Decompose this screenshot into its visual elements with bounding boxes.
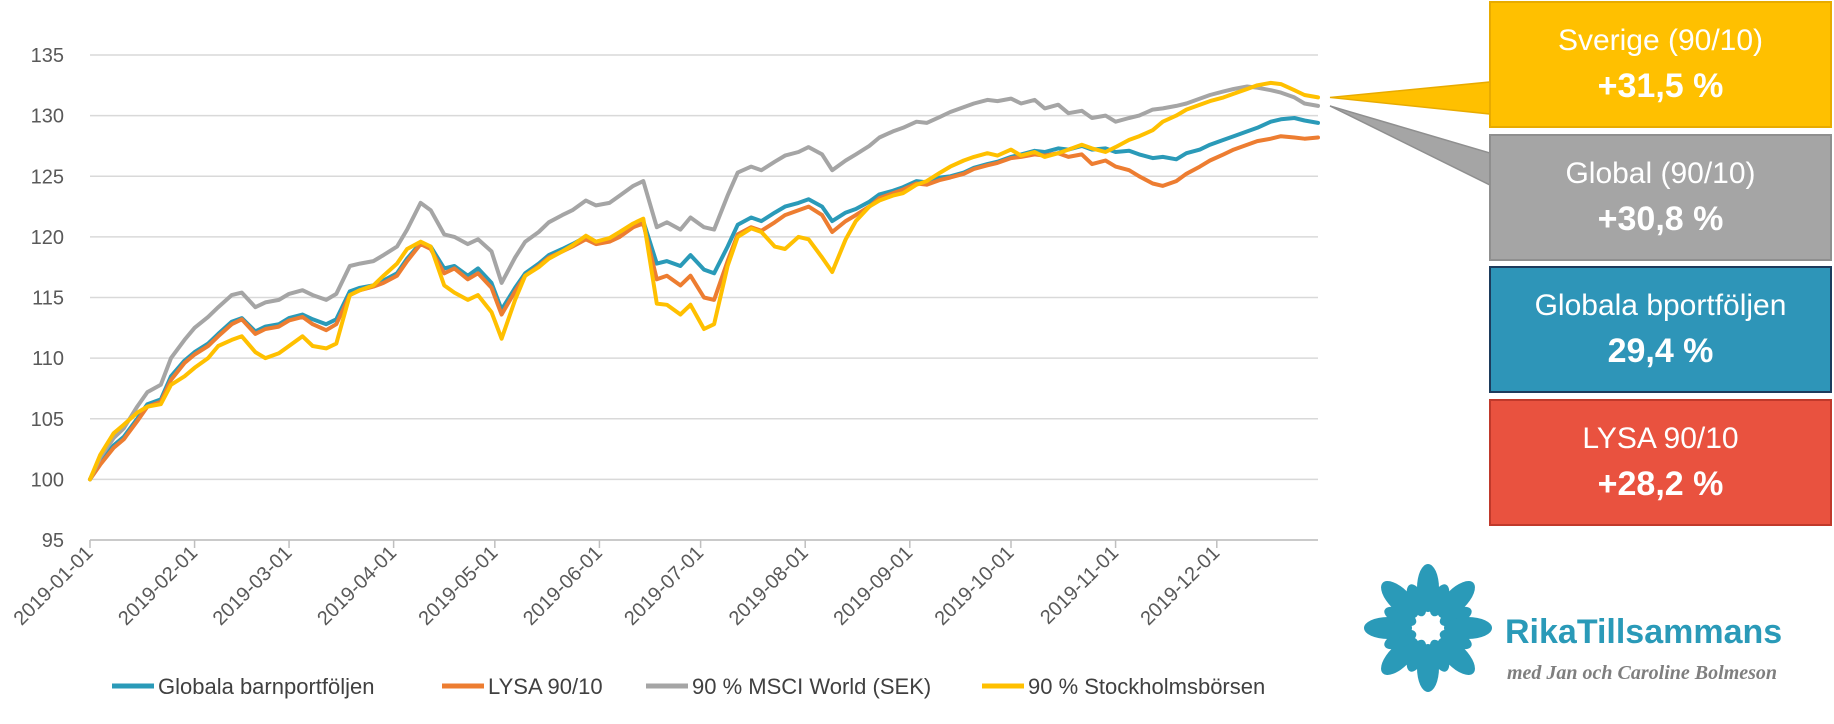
y-tick-label: 115	[32, 288, 64, 310]
flower-petal	[1429, 584, 1450, 617]
legend-label: Globala barnportföljen	[158, 674, 374, 699]
x-tick-label: 2019-03-01	[209, 542, 297, 630]
callouts: Sverige (90/10) +31,5 % Global (90/10) +30,…	[1329, 1, 1832, 526]
series-layer	[88, 80, 1320, 482]
flower-petal	[1384, 606, 1417, 627]
x-tick-label: 2019-10-01	[931, 542, 1019, 630]
brand-name: RikaTillsammans	[1505, 613, 1782, 651]
callout-title: Global (90/10)	[1565, 157, 1755, 190]
flower-petal	[1384, 629, 1417, 650]
y-tick-label: 125	[31, 166, 64, 188]
flower-petal	[1439, 606, 1472, 627]
legend-label: 90 % Stockholmsbörsen	[1028, 674, 1265, 699]
brand-logo: RikaTillsammans med Jan och Caroline Bol…	[1364, 564, 1782, 692]
flower-petal	[1406, 584, 1427, 617]
x-tick-label: 2019-07-01	[620, 542, 708, 630]
callout-box	[1489, 1, 1832, 128]
flower-petal	[1429, 639, 1450, 672]
x-tick-label: 2019-01-01	[10, 542, 98, 630]
callout-box	[1489, 134, 1832, 261]
callout-title: Sverige (90/10)	[1558, 24, 1763, 57]
y-tick-label: 95	[42, 530, 64, 552]
legend-label: 90 % MSCI World (SEK)	[692, 674, 931, 699]
callout-value: +28,2 %	[1598, 465, 1724, 503]
x-tick-label: 2019-04-01	[313, 542, 401, 630]
callout-title: Globala bportföljen	[1535, 289, 1787, 322]
callout-value: +31,5 %	[1598, 67, 1724, 105]
callout-pointer	[1329, 105, 1491, 187]
flower-petal	[1437, 637, 1475, 675]
flower-icon	[1364, 564, 1492, 692]
legend: Globala barnportföljen LYSA 90/10 90 % MSC…	[112, 674, 1265, 699]
y-tick-label: 100	[31, 469, 64, 491]
x-tick-label: 2019-12-01	[1136, 542, 1224, 630]
flower-petal	[1381, 637, 1419, 675]
x-tick-label: 2019-06-01	[519, 542, 607, 630]
callout-title: LYSA 90/10	[1582, 422, 1738, 455]
flower-petal	[1381, 581, 1419, 619]
series-line-2	[88, 84, 1320, 482]
series-line-1	[88, 134, 1320, 482]
brand-tagline: med Jan och Caroline Bolmeson	[1507, 662, 1777, 684]
y-tick-label: 135	[31, 45, 64, 67]
legend-label: LYSA 90/10	[488, 674, 603, 699]
flower-petal	[1437, 581, 1475, 619]
y-tick-label: 110	[32, 348, 64, 370]
series-line-3	[88, 80, 1320, 482]
callout-value: 29,4 %	[1608, 332, 1714, 370]
callout-box	[1489, 266, 1832, 393]
x-tick-label: 2019-11-01	[1036, 542, 1123, 629]
y-tick-label: 105	[31, 409, 64, 431]
x-tick-label: 2019-09-01	[829, 542, 917, 630]
callout-box	[1489, 399, 1832, 526]
flower-petal	[1406, 639, 1427, 672]
y-tick-label: 130	[31, 106, 64, 128]
x-tick-label: 2019-08-01	[725, 542, 813, 630]
flower-petal	[1439, 629, 1472, 650]
y-tick-label: 120	[31, 227, 64, 249]
x-tick-label: 2019-05-01	[414, 542, 502, 630]
callout-pointer	[1329, 81, 1491, 115]
x-tick-label: 2019-02-01	[114, 542, 202, 630]
flower-center	[1419, 619, 1437, 637]
callout-value: +30,8 %	[1598, 200, 1724, 238]
